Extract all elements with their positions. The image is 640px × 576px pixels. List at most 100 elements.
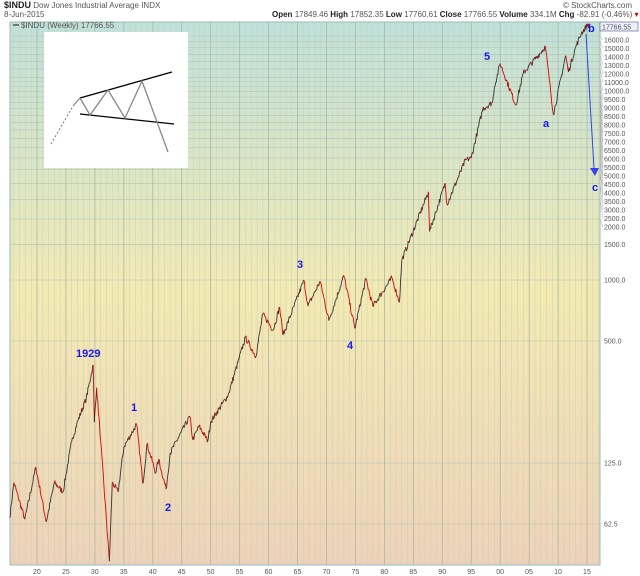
price-segment [460, 170, 462, 173]
price-segment [275, 322, 277, 325]
price-segment [447, 202, 450, 205]
price-segment [152, 463, 155, 468]
price-segment [186, 421, 188, 425]
x-tick-label: 90 [438, 569, 446, 576]
y-tick-leader [599, 81, 604, 100]
price-segment [342, 275, 344, 278]
price-segment [269, 325, 272, 329]
price-segment [290, 314, 292, 316]
price-segment [372, 302, 375, 307]
y-tick-label: 2000.0 [604, 225, 626, 232]
price-segment [144, 458, 147, 464]
price-segment [334, 300, 336, 306]
price-segment [485, 106, 487, 109]
price-segment [196, 426, 199, 431]
price-segment [414, 225, 417, 228]
price-segment [494, 82, 497, 87]
price-segment [189, 416, 191, 419]
y-tick-leader [599, 138, 604, 177]
x-tick-label: 70 [323, 569, 331, 576]
price-segment [361, 293, 363, 298]
price-segment [132, 431, 134, 434]
price-segment [268, 323, 271, 326]
y-tick-leader [599, 102, 604, 134]
price-segment [410, 234, 412, 237]
y-tick-label: 6500.0 [604, 148, 626, 155]
price-segment [184, 422, 186, 427]
price-segment [240, 348, 242, 352]
price-segment [110, 512, 112, 529]
price-segment [98, 417, 100, 424]
price-segment [104, 498, 106, 504]
price-segment [99, 423, 101, 437]
price-segment [548, 73, 550, 82]
price-segment [356, 313, 359, 320]
price-segment [414, 227, 416, 231]
price-segment [548, 81, 551, 84]
price-segment [467, 158, 470, 162]
price-segment [245, 335, 248, 343]
price-segment [528, 64, 531, 66]
price-segment [575, 45, 577, 48]
y-tick-label: 15000.0 [604, 46, 629, 53]
price-segment [106, 521, 108, 531]
price-segment [305, 292, 307, 298]
wave-c-arrow-line [585, 33, 595, 169]
price-segment [445, 190, 447, 201]
price-segment [183, 426, 186, 428]
price-segment [307, 302, 309, 307]
price-segment [162, 477, 164, 480]
price-segment [514, 102, 516, 105]
price-segment [273, 327, 275, 330]
price-segment [380, 294, 382, 297]
price-segment [222, 400, 224, 403]
price-segment [353, 321, 355, 326]
price-segment [140, 461, 142, 467]
x-tick-label: 00 [496, 569, 504, 576]
wave-labels: 1929 1 2 3 4 5 a b c [76, 23, 598, 514]
price-segment [161, 470, 163, 476]
price-segment [387, 282, 389, 285]
price-segment [239, 351, 242, 354]
price-segment [140, 465, 143, 471]
price-segment [243, 343, 245, 346]
x-tick-label: 35 [120, 569, 128, 576]
price-segment [73, 434, 75, 439]
price-segment [397, 300, 400, 302]
price-segment [449, 197, 451, 200]
price-segment [502, 71, 505, 75]
price-segment [558, 80, 561, 85]
y-tick-label: 4500.0 [604, 182, 626, 189]
price-segment [538, 53, 541, 58]
y-tick-label: 3000.0 [604, 208, 626, 215]
price-segment [18, 499, 20, 501]
price-segment [352, 317, 355, 322]
price-segment [200, 427, 202, 431]
price-segment [350, 311, 352, 315]
price-segment [325, 309, 327, 313]
price-segment [516, 99, 519, 104]
price-segment [472, 149, 475, 154]
price-segment [557, 86, 560, 90]
price-segment [207, 437, 209, 441]
price-segment [312, 293, 315, 297]
price-segment [134, 424, 136, 431]
price-segment [143, 468, 146, 475]
price-segment [85, 398, 87, 404]
y-tick-leader [599, 54, 604, 66]
inset-lead [72, 97, 81, 107]
price-segment [256, 344, 259, 352]
grid [10, 22, 600, 565]
price-segment [257, 342, 259, 346]
price-segment [251, 349, 254, 354]
price-segment [203, 432, 206, 435]
price-segment [209, 421, 212, 428]
price-segment [547, 65, 549, 70]
last-value-tag: 17766.55 [599, 21, 639, 32]
price-segment [527, 64, 530, 69]
price-segment [403, 252, 405, 259]
x-tick-label: 30 [91, 569, 99, 576]
price-segment [407, 240, 409, 249]
price-segment [526, 67, 529, 71]
